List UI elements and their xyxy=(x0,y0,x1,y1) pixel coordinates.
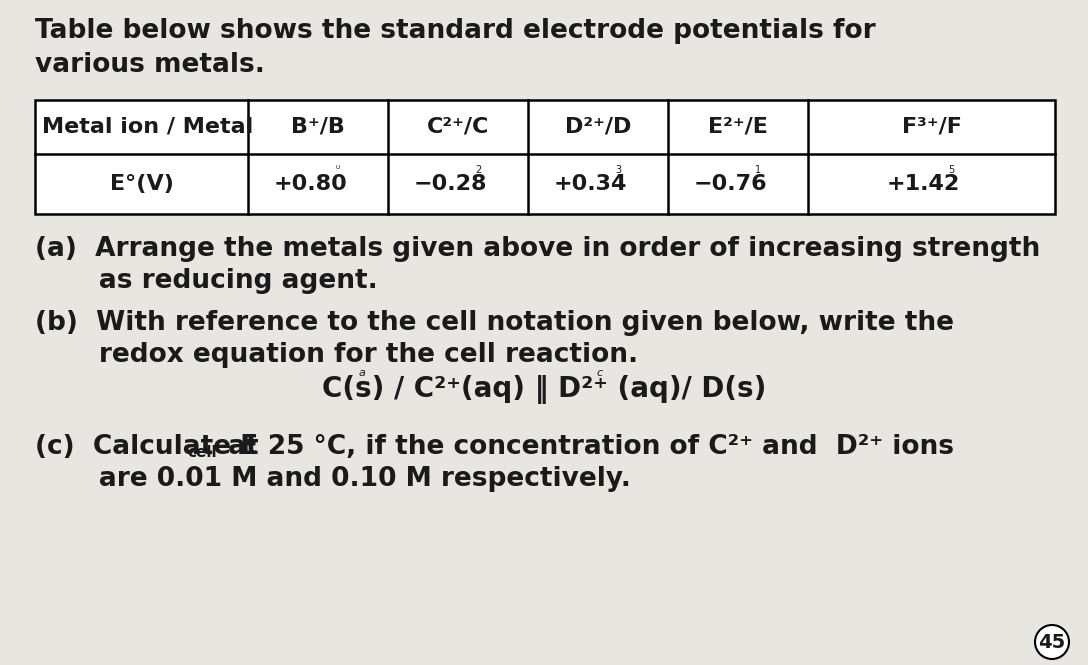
Text: c: c xyxy=(597,368,603,378)
Text: +0.34: +0.34 xyxy=(554,174,627,194)
Text: B⁺/B: B⁺/B xyxy=(292,117,345,137)
Text: Metal ion / Metal: Metal ion / Metal xyxy=(42,117,254,137)
Text: (a)  Arrange the metals given above in order of increasing strength: (a) Arrange the metals given above in or… xyxy=(35,236,1040,262)
Text: 45: 45 xyxy=(1038,632,1065,652)
Text: D²⁺/D: D²⁺/D xyxy=(565,117,631,137)
Text: at 25 °C, if the concentration of C²⁺ and  D²⁺ ions: at 25 °C, if the concentration of C²⁺ an… xyxy=(219,434,954,460)
Text: Table below shows the standard electrode potentials for: Table below shows the standard electrode… xyxy=(35,18,876,44)
Text: C²⁺/C: C²⁺/C xyxy=(426,117,490,137)
Text: various metals.: various metals. xyxy=(35,52,264,78)
Text: a: a xyxy=(359,368,366,378)
Text: as reducing agent.: as reducing agent. xyxy=(35,268,378,294)
Text: F³⁺/F: F³⁺/F xyxy=(902,117,962,137)
Text: −0.76: −0.76 xyxy=(693,174,767,194)
Text: −0.28: −0.28 xyxy=(413,174,486,194)
Circle shape xyxy=(1035,625,1070,659)
Text: (c)  Calculate E: (c) Calculate E xyxy=(35,434,258,460)
Text: +1.42: +1.42 xyxy=(887,174,960,194)
Bar xyxy=(35,100,1055,214)
Text: 3: 3 xyxy=(615,165,621,175)
Bar xyxy=(35,100,1055,214)
Text: E°(V): E°(V) xyxy=(110,174,173,194)
Text: 1: 1 xyxy=(755,165,762,175)
Text: +0.80: +0.80 xyxy=(273,174,347,194)
Text: E²⁺/E: E²⁺/E xyxy=(708,117,768,137)
Text: 5: 5 xyxy=(949,165,954,175)
Text: are 0.01 M and 0.10 M respectively.: are 0.01 M and 0.10 M respectively. xyxy=(35,466,631,492)
Text: cell: cell xyxy=(187,445,217,460)
Text: redox equation for the cell reaction.: redox equation for the cell reaction. xyxy=(35,342,639,368)
Text: 2: 2 xyxy=(474,165,481,175)
Text: C(s) / C²⁺(aq) ‖ D²⁺ (aq)/ D(s): C(s) / C²⁺(aq) ‖ D²⁺ (aq)/ D(s) xyxy=(322,376,766,404)
Text: (b)  With reference to the cell notation given below, write the: (b) With reference to the cell notation … xyxy=(35,310,954,336)
Text: ᵁ: ᵁ xyxy=(336,165,341,175)
